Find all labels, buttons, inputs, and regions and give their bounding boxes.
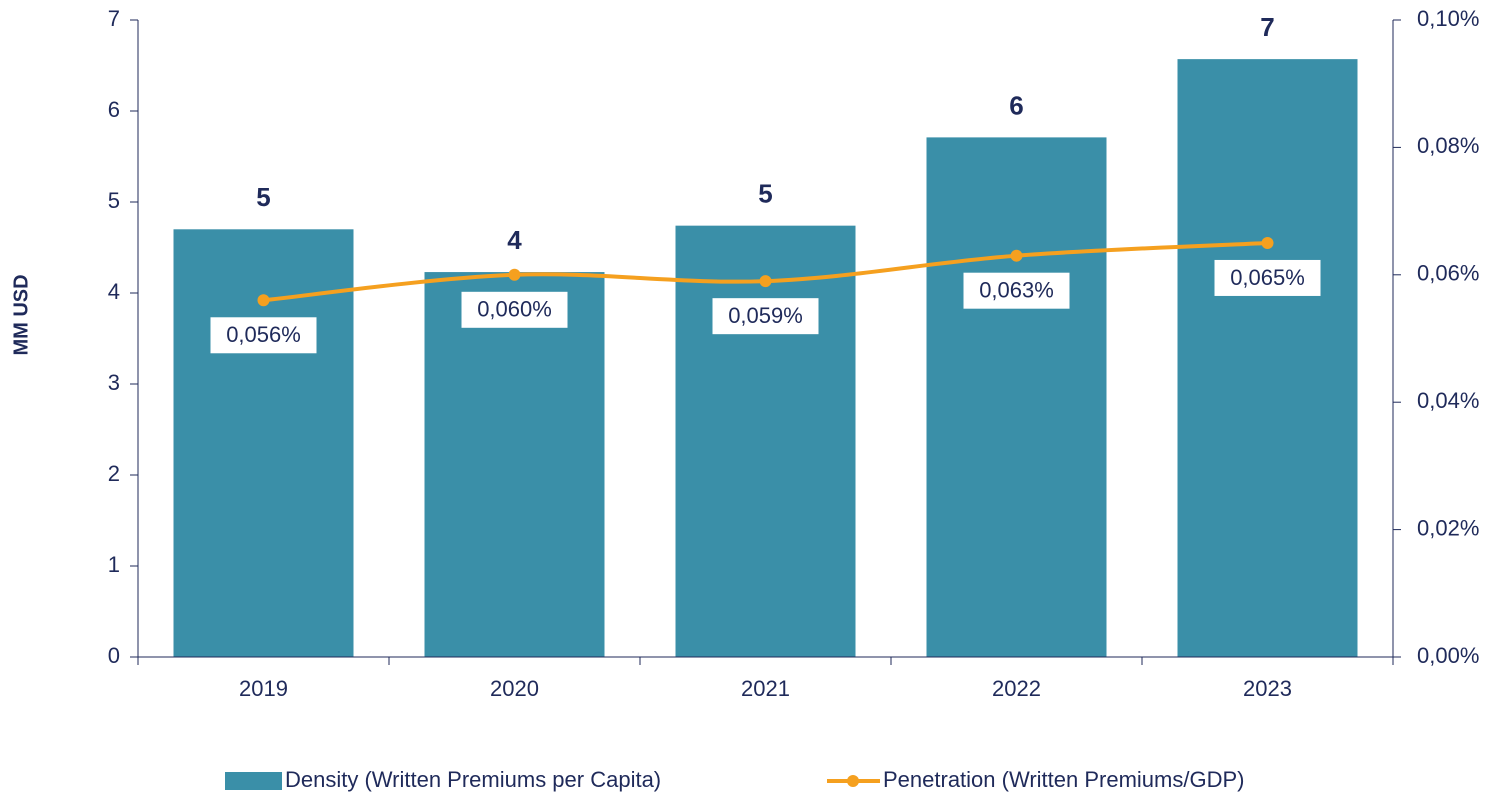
bar-value-label: 6	[1009, 90, 1023, 120]
y-tick-label: 1	[108, 552, 120, 577]
bar	[675, 225, 856, 657]
legend-swatch	[225, 772, 282, 790]
x-tick-label: 2023	[1243, 676, 1292, 701]
y-tick-label: 4	[108, 279, 120, 304]
legend-label: Density (Written Premiums per Capita)	[285, 767, 661, 792]
y-tick-label: 3	[108, 370, 120, 395]
y2-tick-label: 0,06%	[1417, 261, 1479, 286]
value-label-box	[963, 272, 1070, 309]
bar-value-label: 4	[507, 225, 522, 255]
line-point	[257, 294, 270, 307]
y-axis-label: MM USD	[10, 274, 32, 355]
value-label-box	[1214, 259, 1321, 296]
y2-tick-label: 0,00%	[1417, 643, 1479, 668]
line-value-label: 0,056%	[226, 322, 301, 347]
x-tick-label: 2021	[741, 676, 790, 701]
bar	[1177, 59, 1358, 657]
value-label-box	[210, 317, 317, 354]
y2-tick-label: 0,04%	[1417, 388, 1479, 413]
y2-tick-label: 0,10%	[1417, 6, 1479, 31]
line-point	[1261, 236, 1274, 249]
line-value-label: 0,063%	[979, 278, 1054, 303]
bar	[424, 272, 605, 657]
y2-tick-label: 0,02%	[1417, 515, 1479, 540]
y2-tick-label: 0,08%	[1417, 133, 1479, 158]
line-point	[1010, 249, 1023, 262]
bar-value-label: 5	[758, 179, 772, 209]
value-label-box	[712, 298, 819, 335]
x-tick-label: 2022	[992, 676, 1041, 701]
bar	[926, 137, 1107, 657]
y-tick-label: 7	[108, 6, 120, 31]
legend-label: Penetration (Written Premiums/GDP)	[883, 767, 1244, 792]
y-tick-label: 5	[108, 188, 120, 213]
line-value-label: 0,059%	[728, 303, 803, 328]
legend-marker	[847, 775, 859, 787]
line-value-label: 0,065%	[1230, 265, 1305, 290]
line-point	[759, 275, 772, 288]
y-tick-label: 2	[108, 461, 120, 486]
y-tick-label: 0	[108, 643, 120, 668]
value-label-box	[461, 291, 568, 328]
bar-value-label: 5	[256, 182, 270, 212]
line-value-label: 0,060%	[477, 297, 552, 322]
x-tick-label: 2020	[490, 676, 539, 701]
y-tick-label: 6	[108, 97, 120, 122]
x-tick-label: 2019	[239, 676, 288, 701]
bar-value-label: 7	[1260, 12, 1274, 42]
line-point	[508, 268, 521, 281]
